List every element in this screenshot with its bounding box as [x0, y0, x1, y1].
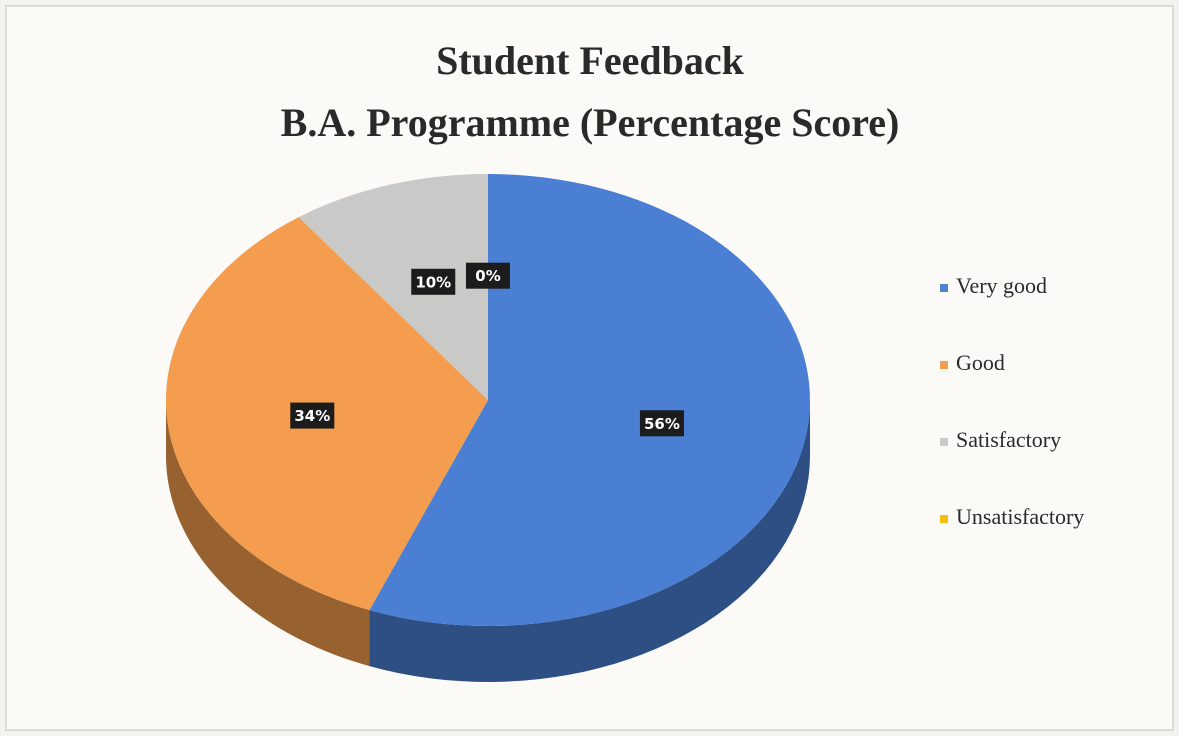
data-label-box — [639, 410, 684, 437]
data-label-box — [466, 262, 510, 289]
legend-swatch — [940, 361, 948, 369]
legend-swatch — [940, 284, 948, 292]
data-label: 10% — [415, 273, 451, 291]
chart-title: Student Feedback — [436, 38, 745, 83]
data-label: 56% — [644, 415, 680, 433]
legend-swatch — [940, 438, 948, 446]
pie-slice — [369, 174, 810, 626]
chart-title: B.A. Programme (Percentage Score) — [281, 100, 900, 145]
legend-label: Good — [956, 350, 1005, 375]
legend-swatch — [940, 515, 948, 523]
pie-slice-side — [369, 400, 810, 682]
data-label: 34% — [294, 407, 330, 425]
legend-label: Very good — [956, 273, 1047, 298]
pie-slice-side — [166, 400, 370, 667]
legend-label: Unsatisfactory — [956, 504, 1084, 529]
legend-label: Satisfactory — [956, 427, 1061, 452]
data-label-box — [411, 268, 456, 295]
data-label-box — [290, 402, 335, 429]
data-label: 0% — [475, 267, 500, 285]
pie-slice — [298, 174, 488, 400]
